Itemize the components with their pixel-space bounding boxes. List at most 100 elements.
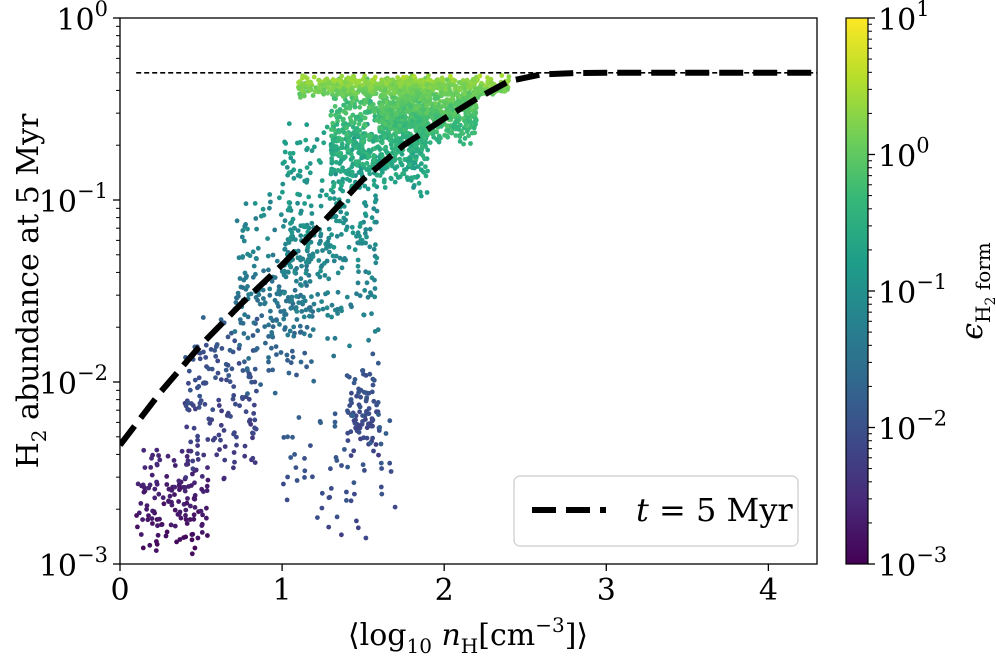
scatter-point <box>357 293 363 299</box>
scatter-point <box>478 84 484 89</box>
scatter-point <box>274 258 280 264</box>
scatter-point <box>438 124 444 129</box>
scatter-point <box>191 516 197 522</box>
scatter-point <box>370 423 375 429</box>
scatter-point <box>340 165 345 171</box>
y-axis: 100 10−1 10−2 10−3 <box>39 0 120 584</box>
scatter-point <box>322 273 328 278</box>
scatter-point <box>335 311 340 316</box>
scatter-point <box>319 178 325 184</box>
scatter-point <box>361 134 367 140</box>
scatter-point <box>304 324 310 330</box>
scatter-point <box>370 417 376 423</box>
scatter-point <box>308 443 313 448</box>
scatter-point <box>352 77 358 83</box>
scatter-point <box>193 406 198 412</box>
scatter-point <box>345 75 351 81</box>
scatter-point <box>329 108 335 114</box>
scatter-point <box>424 82 430 88</box>
scatter-point <box>355 257 361 263</box>
scatter-point <box>253 256 259 261</box>
scatter-point <box>302 224 308 230</box>
scatter-point <box>443 100 449 106</box>
scatter-point <box>345 147 351 153</box>
scatter-point <box>472 130 478 136</box>
scatter-point <box>214 452 220 458</box>
scatter-point <box>330 77 336 82</box>
scatter-point <box>332 335 338 341</box>
scatter-point <box>144 503 150 508</box>
scatter-point <box>446 85 452 90</box>
scatter-point <box>319 490 325 496</box>
scatter-point <box>358 394 363 400</box>
scatter-point <box>197 393 203 399</box>
scatter-point <box>359 142 365 148</box>
scatter-point <box>219 346 225 351</box>
scatter-point <box>415 115 421 121</box>
scatter-point <box>216 403 222 408</box>
scatter-point <box>340 91 346 97</box>
scatter-point <box>447 97 453 103</box>
scatter-point <box>171 458 177 463</box>
scatter-point <box>354 518 359 524</box>
scatter-point <box>311 74 317 80</box>
scatter-point <box>462 91 468 96</box>
scatter-point <box>421 107 426 113</box>
scatter-point <box>302 350 308 356</box>
scatter-point <box>292 452 297 457</box>
scatter-point <box>325 336 330 341</box>
scatter-point <box>419 161 424 167</box>
scatter-point <box>393 151 398 157</box>
scatter-point <box>266 322 271 328</box>
scatter-point <box>319 263 325 269</box>
scatter-point <box>164 529 170 535</box>
scatter-point <box>224 377 229 383</box>
scatter-point <box>286 170 292 176</box>
scatter-point <box>259 313 265 319</box>
scatter-point <box>183 475 189 480</box>
scatter-point <box>350 173 356 179</box>
scatter-point <box>207 420 213 426</box>
scatter-point <box>389 145 395 151</box>
scatter-point <box>153 548 159 553</box>
scatter-point <box>372 113 378 119</box>
scatter-point <box>250 435 255 441</box>
scatter-point <box>225 362 231 368</box>
scatter-point <box>410 95 416 101</box>
scatter-point <box>382 166 388 172</box>
scatter-point <box>288 360 294 366</box>
x-axis-label: ⟨log10 nH[cm−3]⟩ <box>348 613 588 658</box>
scatter-point <box>321 130 327 136</box>
scatter-point <box>339 128 344 134</box>
scatter-point <box>203 342 209 348</box>
scatter-point <box>303 270 309 276</box>
scatter-point <box>328 486 334 491</box>
scatter-point <box>270 252 276 258</box>
scatter-point <box>349 304 354 310</box>
scatter-point <box>242 453 248 459</box>
scatter-point <box>269 278 275 284</box>
scatter-point <box>236 361 242 366</box>
scatter-points <box>134 73 512 557</box>
scatter-point <box>177 537 183 542</box>
scatter-point <box>362 288 368 293</box>
scatter-point <box>341 109 347 114</box>
scatter-point <box>414 148 420 154</box>
scatter-point <box>372 109 377 115</box>
scatter-point <box>408 86 413 92</box>
scatter-point <box>376 412 381 417</box>
scatter-point <box>183 507 189 513</box>
scatter-point <box>339 73 345 79</box>
scatter-point <box>232 338 238 344</box>
scatter-point <box>343 80 349 86</box>
scatter-point <box>268 315 274 321</box>
scatter-point <box>445 106 451 112</box>
scatter-point <box>222 457 228 463</box>
scatter-point <box>364 435 370 441</box>
scatter-point <box>184 462 189 467</box>
scatter-point <box>397 88 403 93</box>
scatter-point <box>391 131 397 137</box>
scatter-point <box>307 87 312 93</box>
scatter-point <box>447 79 452 85</box>
